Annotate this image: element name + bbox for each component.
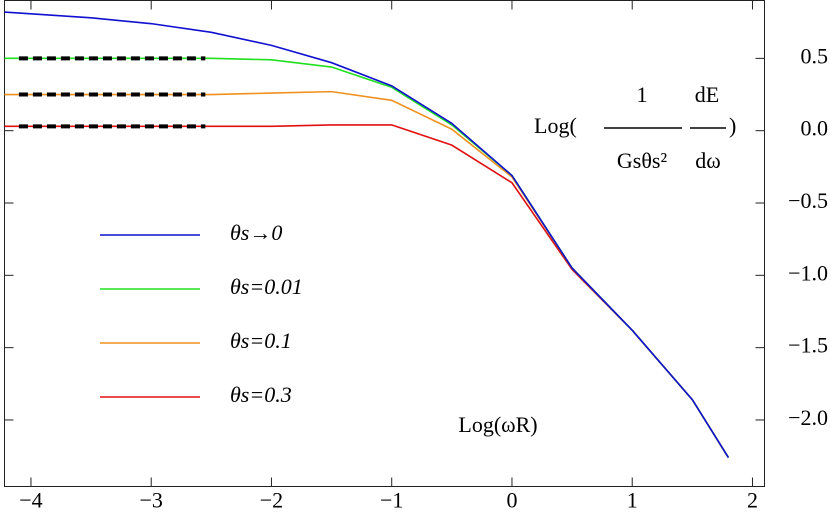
x-tick-label: −2 (260, 488, 283, 513)
x-tick-label: −1 (380, 488, 403, 513)
legend-label: θs=0.01 (230, 274, 303, 299)
y-label-open: Log( (534, 113, 577, 138)
y-tick-label: 0.0 (801, 116, 829, 141)
y-label-close: ) (729, 113, 736, 138)
y-tick-label: −2.0 (788, 405, 828, 430)
y-label-numerator: dE (695, 82, 719, 107)
series-line (4, 90, 730, 458)
legend-label: θs→0 (230, 220, 282, 245)
y-label-denominator: dω (695, 148, 720, 173)
y-label-numerator: 1 (637, 82, 648, 107)
y-tick-label: −0.5 (788, 188, 828, 213)
x-tick-label: 1 (627, 488, 638, 513)
y-axis-label: Log( 1 Gsθs² dE dω ) (534, 82, 736, 173)
y-label-denominator: Gsθs² (617, 148, 668, 173)
x-tick-label: −3 (139, 488, 162, 513)
x-axis-label: Log(ωR) (458, 412, 537, 437)
plot-frame (4, 0, 765, 487)
y-tick-label: −1.5 (788, 333, 828, 358)
series-line (4, 11, 730, 458)
legend-label: θs=0.1 (230, 328, 292, 353)
x-tick-label: 0 (506, 488, 517, 513)
series-line (4, 124, 730, 458)
x-tick-label: −4 (19, 488, 42, 513)
legend-label: θs=0.3 (230, 382, 292, 407)
y-tick-label: 0.5 (801, 43, 829, 68)
x-tick-label: 2 (747, 488, 758, 513)
y-tick-label: −1.0 (788, 260, 828, 285)
